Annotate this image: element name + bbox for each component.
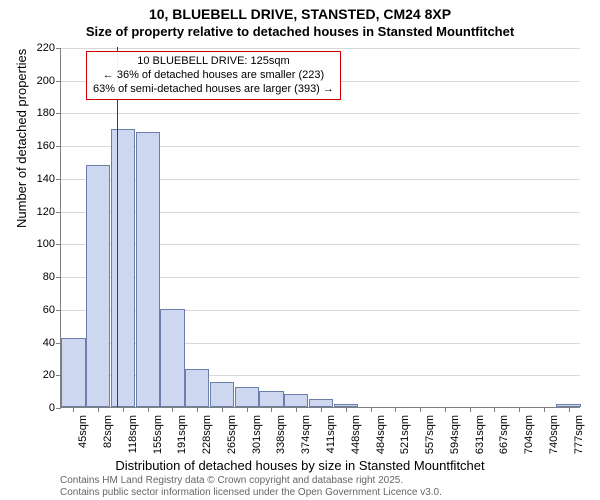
histogram-bar (235, 387, 259, 407)
ytick-label: 20 (43, 369, 55, 381)
histogram-bar (136, 132, 160, 407)
histogram-bar (185, 369, 209, 407)
annotation-line: 63% of semi-detached houses are larger (… (93, 83, 334, 97)
xtick-label: 228sqm (201, 415, 213, 454)
chart-title-line2: Size of property relative to detached ho… (0, 24, 600, 40)
xtick-mark (296, 407, 297, 412)
xtick-mark (346, 407, 347, 412)
ytick-mark (56, 146, 61, 147)
ytick-mark (56, 81, 61, 82)
histogram-bar (61, 338, 85, 407)
xtick-mark (222, 407, 223, 412)
xtick-label: 374sqm (300, 415, 312, 454)
xtick-label: 155sqm (152, 415, 164, 454)
histogram-bar (111, 129, 135, 407)
xtick-mark (197, 407, 198, 412)
histogram-bar (309, 399, 333, 407)
ytick-label: 180 (37, 107, 55, 119)
histogram-bar (259, 391, 283, 407)
xtick-mark (371, 407, 372, 412)
title-block: 10, BLUEBELL DRIVE, STANSTED, CM24 8XP S… (0, 0, 600, 40)
xtick-mark (470, 407, 471, 412)
xtick-label: 667sqm (498, 415, 510, 454)
xtick-mark (73, 407, 74, 412)
xtick-mark (420, 407, 421, 412)
ytick-mark (56, 48, 61, 49)
xtick-mark (395, 407, 396, 412)
xtick-label: 704sqm (523, 415, 535, 454)
xtick-mark (172, 407, 173, 412)
ytick-mark (56, 179, 61, 180)
xtick-mark (123, 407, 124, 412)
annotation-line: 10 BLUEBELL DRIVE: 125sqm (93, 55, 334, 69)
chart-footer: Contains HM Land Registry data © Crown c… (60, 475, 442, 498)
plot-area: 02040608010012014016018020022045sqm82sqm… (60, 48, 580, 408)
ytick-mark (56, 310, 61, 311)
xtick-label: 777sqm (573, 415, 585, 454)
histogram-bar (284, 394, 308, 407)
xtick-label: 45sqm (77, 415, 89, 448)
xtick-mark (321, 407, 322, 412)
xtick-label: 521sqm (399, 415, 411, 454)
ytick-label: 80 (43, 271, 55, 283)
gridline (61, 48, 580, 49)
xtick-label: 557sqm (424, 415, 436, 454)
ytick-label: 100 (37, 238, 55, 250)
ytick-label: 60 (43, 304, 55, 316)
xtick-mark (494, 407, 495, 412)
xtick-mark (445, 407, 446, 412)
footer-line1: Contains HM Land Registry data © Crown c… (60, 475, 442, 487)
xtick-mark (98, 407, 99, 412)
chart-title-line1: 10, BLUEBELL DRIVE, STANSTED, CM24 8XP (0, 6, 600, 24)
xtick-label: 265sqm (226, 415, 238, 454)
ytick-label: 140 (37, 173, 55, 185)
xtick-label: 301sqm (251, 415, 263, 454)
y-axis-label: Number of detached properties (14, 49, 29, 228)
xtick-label: 191sqm (176, 415, 188, 454)
annotation-box: 10 BLUEBELL DRIVE: 125sqm← 36% of detach… (86, 51, 341, 100)
xtick-label: 118sqm (127, 415, 139, 453)
xtick-label: 631sqm (474, 415, 486, 454)
xtick-mark (271, 407, 272, 412)
ytick-label: 120 (37, 206, 55, 218)
histogram-bar (86, 165, 110, 407)
ytick-label: 200 (37, 75, 55, 87)
xtick-label: 82sqm (102, 415, 114, 448)
reference-line (117, 47, 118, 407)
footer-line2: Contains public sector information licen… (60, 487, 442, 499)
xtick-mark (519, 407, 520, 412)
ytick-mark (56, 244, 61, 245)
xtick-label: 594sqm (449, 415, 461, 454)
xtick-mark (247, 407, 248, 412)
xtick-label: 411sqm (325, 415, 337, 453)
ytick-mark (56, 113, 61, 114)
histogram-bar (160, 309, 184, 407)
xtick-mark (569, 407, 570, 412)
xtick-label: 740sqm (548, 415, 560, 454)
ytick-label: 160 (37, 140, 55, 152)
xtick-mark (148, 407, 149, 412)
ytick-mark (56, 408, 61, 409)
xtick-label: 338sqm (275, 415, 287, 454)
ytick-label: 40 (43, 337, 55, 349)
ytick-mark (56, 277, 61, 278)
histogram-bar (210, 382, 234, 407)
ytick-label: 220 (37, 42, 55, 54)
gridline (61, 113, 580, 114)
ytick-label: 0 (49, 402, 55, 414)
x-axis-label: Distribution of detached houses by size … (0, 458, 600, 473)
annotation-line: ← 36% of detached houses are smaller (22… (93, 69, 334, 83)
chart-container: 10, BLUEBELL DRIVE, STANSTED, CM24 8XP S… (0, 0, 600, 500)
xtick-label: 484sqm (375, 415, 387, 454)
xtick-mark (544, 407, 545, 412)
xtick-label: 448sqm (350, 415, 362, 454)
ytick-mark (56, 212, 61, 213)
